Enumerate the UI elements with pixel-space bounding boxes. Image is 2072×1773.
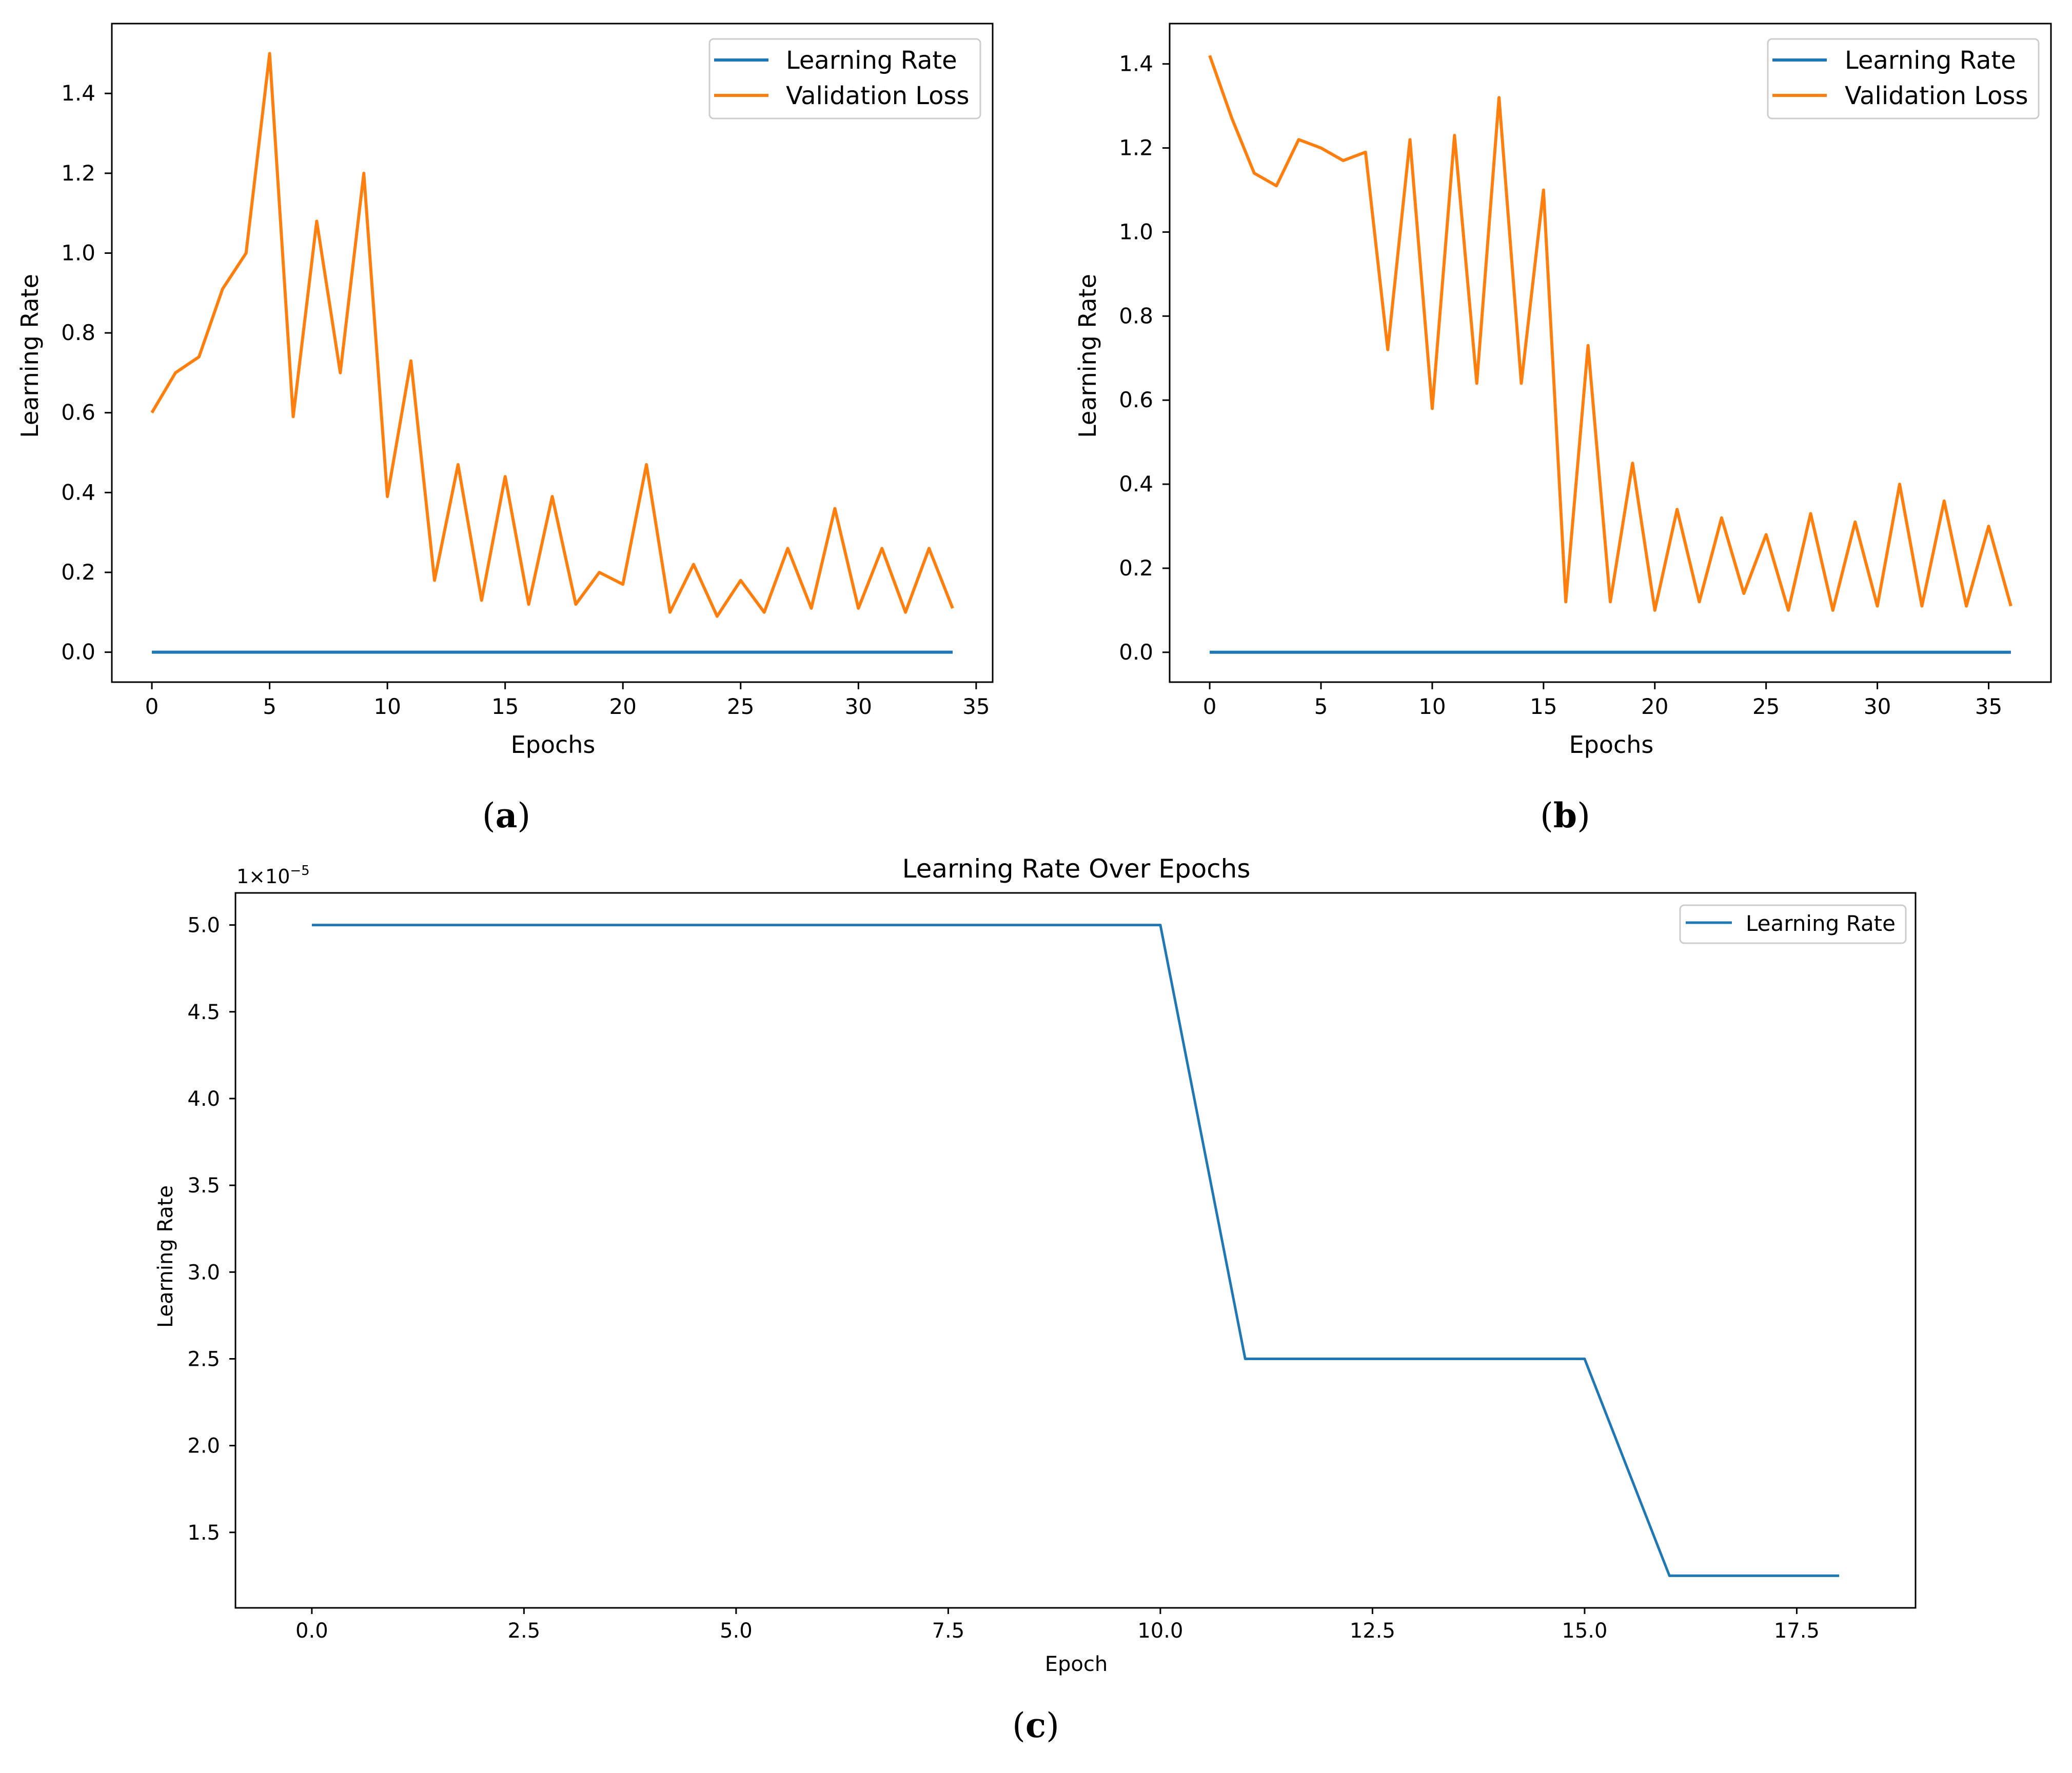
panel-b-xlabel: Epochs bbox=[1569, 731, 1654, 759]
panel-a-chart: Epochs Learning Rate 0 5 10 15 20 25 30 35 0.0 0.… bbox=[16, 23, 994, 835]
panel-b-ytick-label: 0.0 bbox=[1119, 640, 1153, 665]
panel-c-ytick-label: 5.0 bbox=[187, 914, 220, 938]
panel-b-ytick-label: 0.4 bbox=[1119, 471, 1153, 496]
panel-c-ytick-label: 3.0 bbox=[187, 1261, 220, 1284]
panel-a-ytick-label: 0.8 bbox=[61, 320, 95, 345]
panel-c-xtick-label: 12.5 bbox=[1350, 1619, 1395, 1643]
panel-a-ytick-label: 0.6 bbox=[61, 400, 95, 425]
panel-a-legend-frame bbox=[708, 38, 981, 119]
panel-a-xtick-label: 30 bbox=[845, 694, 872, 719]
panel-c-chart: Learning Rate Over Epochs 1×10−5 Epoch L… bbox=[154, 854, 1917, 1745]
panel-c-legend-frame bbox=[1679, 904, 1907, 944]
panel-b-xtick-label: 10 bbox=[1418, 694, 1446, 719]
panel-b-legend-learning-rate-label: Learning Rate bbox=[1845, 46, 2016, 75]
panel-c-xtick-label: 7.5 bbox=[932, 1619, 965, 1643]
panel-a-ytick-label: 0.2 bbox=[61, 560, 95, 585]
panel-a-caption: (a) bbox=[482, 795, 530, 835]
panel-c-xtick-label: 10.0 bbox=[1137, 1619, 1183, 1643]
panel-c-xtick-label: 2.5 bbox=[508, 1619, 541, 1643]
panel-a-ytick-label: 1.4 bbox=[61, 81, 95, 106]
panel-a-legend: Learning Rate Validation Loss bbox=[708, 38, 981, 119]
panel-b-legend: Learning Rate Validation Loss bbox=[1767, 38, 2040, 119]
panel-b-series-validation-loss bbox=[1208, 55, 2012, 612]
panel-a-xtick-label: 5 bbox=[263, 694, 277, 719]
panel-a-ytick-label: 1.2 bbox=[61, 161, 95, 186]
panel-a-legend-validation-loss-label: Validation Loss bbox=[786, 82, 970, 110]
panel-b-ytick-label: 1.4 bbox=[1119, 51, 1153, 76]
panel-a-ylabel: Learning Rate bbox=[16, 274, 44, 438]
panel-a-xtick-label: 20 bbox=[609, 694, 637, 719]
panel-c-ytick-label: 4.0 bbox=[187, 1087, 220, 1111]
panel-a-ytick-label: 0.0 bbox=[61, 640, 95, 665]
panel-c-legend: Learning Rate bbox=[1679, 904, 1907, 944]
panel-b-xtick-label: 5 bbox=[1314, 694, 1328, 719]
panel-b-ytick-label: 0.8 bbox=[1119, 303, 1153, 328]
panel-b-xtick-label: 35 bbox=[1975, 694, 2002, 719]
panel-b-ytick-label: 1.2 bbox=[1119, 135, 1153, 161]
panel-c-xtick-label: 15.0 bbox=[1562, 1619, 1607, 1643]
panel-c-legend-learning-rate-label: Learning Rate bbox=[1746, 911, 1896, 936]
panel-b-ytick-label: 0.2 bbox=[1119, 555, 1153, 581]
panel-a-series-validation-loss bbox=[150, 52, 954, 618]
panel-b-xtick-label: 20 bbox=[1641, 694, 1668, 719]
panel-c-offset-text: 1×10−5 bbox=[236, 863, 310, 888]
panel-c-xtick-label: 0.0 bbox=[295, 1619, 328, 1643]
panel-b-ytick-label: 1.0 bbox=[1119, 219, 1153, 244]
panel-c-ytick-label: 2.0 bbox=[187, 1435, 220, 1458]
panel-a-xtick-label: 35 bbox=[962, 694, 990, 719]
panel-c-ytick-label: 4.5 bbox=[187, 1001, 220, 1024]
panel-b-chart: Epochs Learning Rate 0 5 10 15 20 25 30 35 0.0 0.… bbox=[1074, 23, 2052, 835]
panel-b-axes-frame bbox=[1169, 23, 2052, 683]
panel-c-xlabel: Epoch bbox=[1045, 1652, 1108, 1676]
panel-a-xtick-label: 25 bbox=[727, 694, 754, 719]
panel-c-caption: (c) bbox=[1012, 1705, 1059, 1745]
panel-c-ytick-label: 3.5 bbox=[187, 1174, 220, 1198]
panel-a-legend-learning-rate-label: Learning Rate bbox=[786, 46, 957, 75]
panel-a-ytick-label: 0.4 bbox=[61, 480, 95, 505]
panel-c-ytick-label: 2.5 bbox=[187, 1347, 220, 1371]
panel-c-axes-frame bbox=[234, 892, 1917, 1609]
panel-b-caption: (b) bbox=[1540, 795, 1590, 835]
panel-c-xtick-label: 17.5 bbox=[1774, 1619, 1820, 1643]
panel-c-ylabel: Learning Rate bbox=[154, 1185, 177, 1328]
panel-a-xlabel: Epochs bbox=[511, 731, 596, 759]
panel-c-series-learning-rate bbox=[311, 924, 1840, 1577]
panel-c-title: Learning Rate Over Epochs bbox=[902, 854, 1251, 884]
panel-a-axes-frame bbox=[111, 23, 994, 683]
panel-b-legend-frame bbox=[1767, 38, 2040, 119]
panel-c-ytick-label: 1.5 bbox=[187, 1521, 220, 1545]
panel-b-xtick-label: 15 bbox=[1530, 694, 1557, 719]
panel-a-xtick-label: 0 bbox=[145, 694, 159, 719]
panel-b-legend-validation-loss-label: Validation Loss bbox=[1845, 82, 2028, 110]
panel-b-xtick-label: 30 bbox=[1864, 694, 1891, 719]
panel-c-xtick-label: 5.0 bbox=[720, 1619, 753, 1643]
panel-a-ytick-label: 1.0 bbox=[61, 240, 95, 265]
panel-a-xtick-label: 10 bbox=[373, 694, 401, 719]
panel-b-xtick-label: 25 bbox=[1752, 694, 1780, 719]
panel-b-ytick-label: 0.6 bbox=[1119, 387, 1153, 412]
panel-b-ylabel: Learning Rate bbox=[1074, 274, 1101, 438]
panel-b-xtick-label: 0 bbox=[1203, 694, 1217, 719]
panel-a-xtick-label: 15 bbox=[491, 694, 519, 719]
